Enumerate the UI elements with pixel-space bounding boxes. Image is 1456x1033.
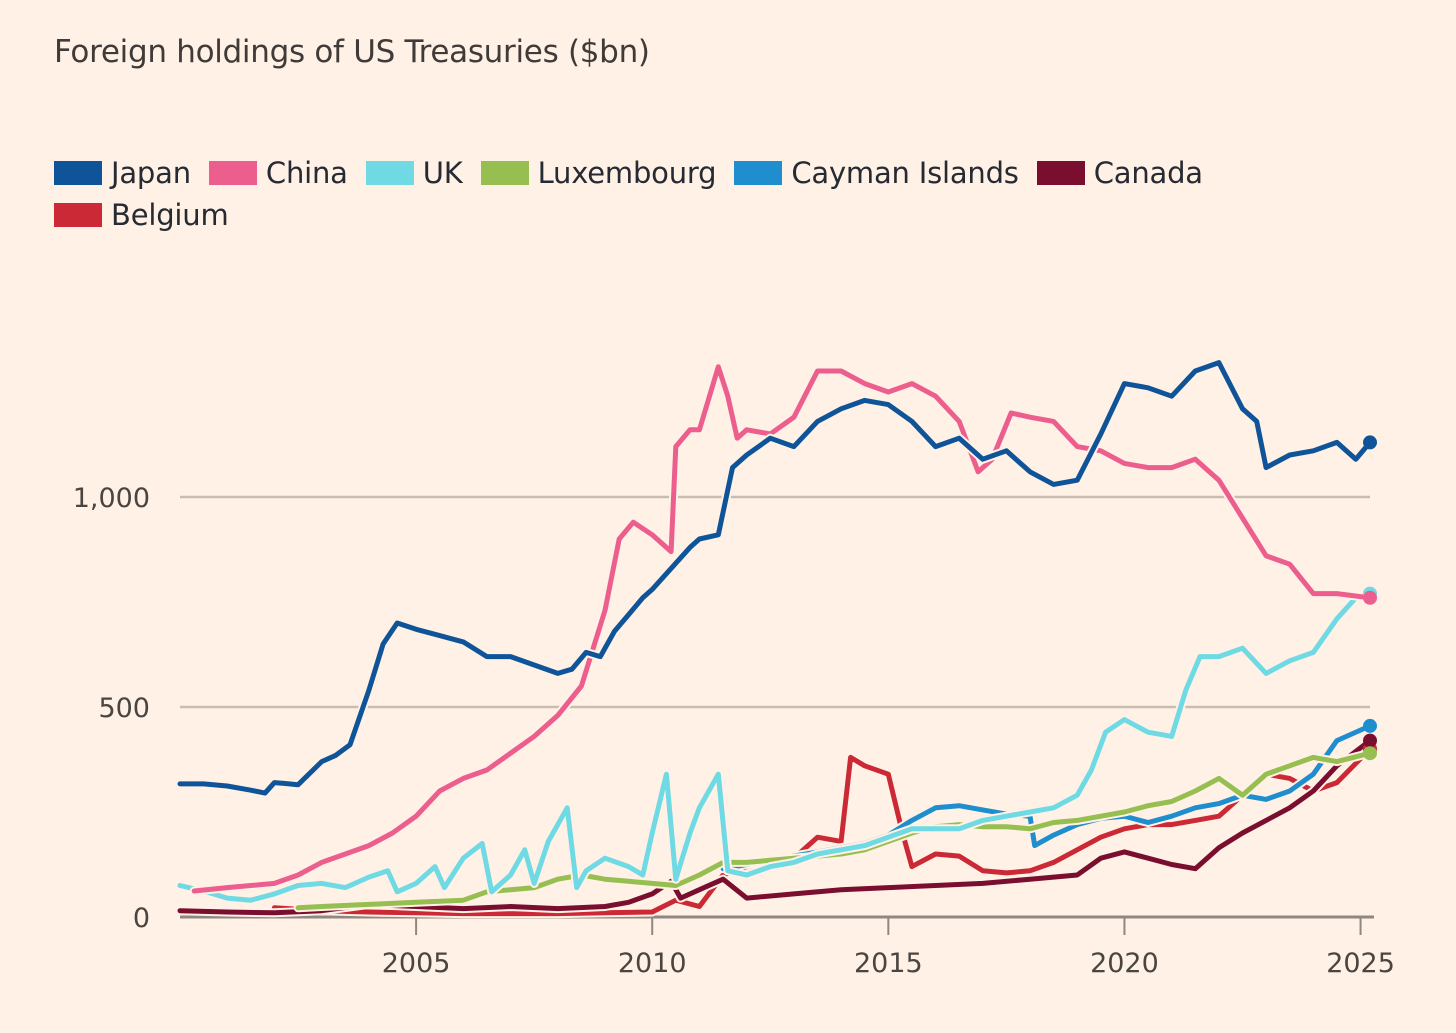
legend-label: Japan xyxy=(111,156,191,190)
legend-item-cayman-islands: Cayman Islands xyxy=(734,152,1019,194)
gridlines xyxy=(180,495,1370,709)
series-line-canada xyxy=(177,738,1373,916)
end-marker-japan xyxy=(1363,435,1377,450)
series-line-japan xyxy=(177,360,1373,796)
legend-item-belgium: Belgium xyxy=(54,194,229,236)
chart-title: Foreign holdings of US Treasuries ($bn) xyxy=(54,34,650,70)
legend-item-luxembourg: Luxembourg xyxy=(480,152,717,194)
end-marker-china xyxy=(1363,590,1377,605)
legend-item-canada: Canada xyxy=(1036,152,1203,194)
x-tick-label: 2015 xyxy=(854,948,923,979)
legend-swatch xyxy=(54,161,102,185)
legend-swatch xyxy=(1036,161,1085,185)
x-tick-label: 2005 xyxy=(382,948,451,979)
legend-label: UK xyxy=(422,156,463,190)
x-tick-label: 2025 xyxy=(1326,948,1395,979)
series-line-china xyxy=(191,364,1373,894)
legend-swatch xyxy=(734,161,783,185)
x-tick-label: 2010 xyxy=(618,948,687,979)
end-marker-luxembourg xyxy=(1363,746,1377,761)
legend-label: Canada xyxy=(1093,156,1203,190)
legend-label: Luxembourg xyxy=(537,156,717,190)
x-axis: 2005 2010 2015 2020 2025 xyxy=(180,915,1395,979)
legend-label: Belgium xyxy=(111,198,229,232)
y-tick-label: 1,000 xyxy=(73,483,150,514)
end-marker-canada xyxy=(1363,733,1377,748)
legend-label: China xyxy=(265,156,348,190)
legend-item-uk: UK xyxy=(365,152,463,194)
legend: Japan China UK Luxembourg Cayman Islands Cana… xyxy=(54,152,1354,236)
end-marker-cayman-islands xyxy=(1363,718,1377,733)
legend-swatch xyxy=(365,161,414,185)
series-lines xyxy=(175,358,1375,919)
series-halo-uk xyxy=(175,589,1375,905)
y-tick-label: 500 xyxy=(98,693,150,724)
legend-swatch xyxy=(54,203,102,227)
series-line-uk xyxy=(177,591,1373,903)
legend-item-japan: Japan xyxy=(54,152,191,194)
end-markers xyxy=(1363,435,1377,761)
series-halo-canada xyxy=(175,736,1375,918)
legend-swatch xyxy=(480,161,529,185)
legend-label: Cayman Islands xyxy=(791,156,1019,190)
y-tick-label: 0 xyxy=(133,903,150,934)
x-tick-label: 2020 xyxy=(1090,948,1159,979)
legend-item-china: China xyxy=(208,152,348,194)
y-axis: 0 500 1,000 xyxy=(73,483,150,934)
legend-swatch xyxy=(208,161,257,185)
